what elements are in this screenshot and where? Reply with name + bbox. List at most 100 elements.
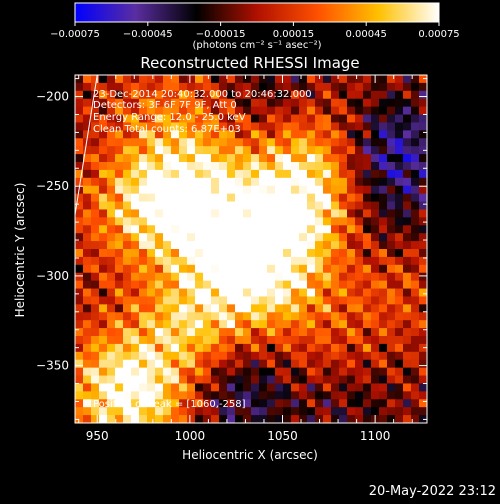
heatmap-cell [123,154,132,163]
heatmap-cell [411,225,420,234]
heatmap-cell [147,375,156,385]
heatmap-cell [363,185,372,195]
heatmap-cell [187,351,196,361]
heatmap-cell [387,415,396,423]
heatmap-cell [155,415,164,423]
heatmap-cell [387,75,396,84]
heatmap-cell [403,351,412,361]
heatmap-cell [227,146,236,155]
heatmap-cell [291,304,300,313]
x-tick-label: 1000 [175,429,206,443]
heatmap-cell [227,391,236,400]
heatmap-cell [275,201,284,211]
heatmap-cell [379,383,388,392]
heatmap-cell [147,169,156,179]
heatmap-cell [163,201,172,211]
heatmap-cell [219,328,228,337]
heatmap-cell [195,169,204,179]
heatmap-cell [259,249,268,258]
heatmap-cell [163,106,172,116]
heatmap-cell [211,415,220,423]
heatmap-cell [123,304,132,313]
heatmap-cell [395,162,404,171]
heatmap-cell [243,185,252,195]
heatmap-cell [219,75,228,84]
heatmap-cell [155,280,164,290]
heatmap-cell [203,177,212,187]
heatmap-cell [379,146,388,155]
heatmap-cell [179,209,188,218]
heatmap-cell [99,82,108,92]
heatmap-cell [235,138,244,147]
heatmap-cell [83,177,92,187]
heatmap-cell [331,217,340,226]
heatmap-cell [203,98,212,108]
heatmap-cell [91,138,100,147]
heatmap-cell [211,336,220,345]
heatmap-cell [243,407,252,416]
heatmap-cell [91,154,100,163]
heatmap-cell [395,193,404,203]
heatmap-cell [131,280,140,290]
heatmap-cell [107,233,116,242]
heatmap-cell [147,201,156,211]
heatmap-cell [251,217,260,226]
heatmap-cell [91,241,100,250]
heatmap-cell [299,264,308,274]
heatmap-cell [131,209,140,218]
colorbar-label: (photons cm⁻² s⁻¹ asec⁻²) [192,40,321,51]
heatmap-cell [179,177,188,187]
heatmap-cell [171,359,180,369]
heatmap-cell [395,320,404,329]
heatmap-cell [99,264,108,274]
heatmap-cell [235,82,244,92]
heatmap-cell [99,328,108,337]
heatmap-cell [211,201,220,211]
heatmap-cell [155,138,164,147]
heatmap-cell [187,201,196,211]
heatmap-cell [347,162,356,171]
heatmap-cell [187,241,196,250]
heatmap-cell [259,90,268,100]
heatmap-cell [291,82,300,92]
heatmap-cell [355,225,364,234]
heatmap-cell [187,162,196,171]
heatmap-cell [195,351,204,361]
heatmap-cell [347,106,356,116]
heatmap-cell [99,304,108,313]
heatmap-cell [195,383,204,392]
heatmap-cell [299,391,308,400]
heatmap-cell [211,249,220,258]
heatmap-cell [283,367,292,377]
heatmap-cell [211,383,220,392]
heatmap-cell [163,312,172,321]
heatmap-cell [187,177,196,187]
heatmap-cell [363,264,372,274]
heatmap-cell [75,375,84,385]
heatmap-cell [299,312,308,321]
heatmap-cell [195,280,204,290]
heatmap-cell [227,185,236,195]
heatmap-cell [83,407,92,416]
heatmap-cell [259,138,268,147]
heatmap-cell [267,114,276,124]
heatmap-cell [235,75,244,84]
heatmap-cell [259,367,268,377]
heatmap-cell [243,146,252,155]
heatmap-cell [99,130,108,139]
heatmap-cell [171,82,180,92]
heatmap-cell [187,272,196,282]
heatmap-cell [187,185,196,195]
heatmap-cell [283,138,292,147]
heatmap-cell [251,225,260,234]
heatmap-cell [339,320,348,329]
heatmap-cell [323,367,332,377]
heatmap-cell [299,217,308,226]
heatmap-cell [235,98,244,108]
heatmap-cell [171,185,180,195]
heatmap-cell [363,391,372,400]
heatmap-cell [75,241,84,250]
heatmap-cell [379,272,388,282]
heatmap-cell [243,98,252,108]
heatmap-cell [291,209,300,218]
